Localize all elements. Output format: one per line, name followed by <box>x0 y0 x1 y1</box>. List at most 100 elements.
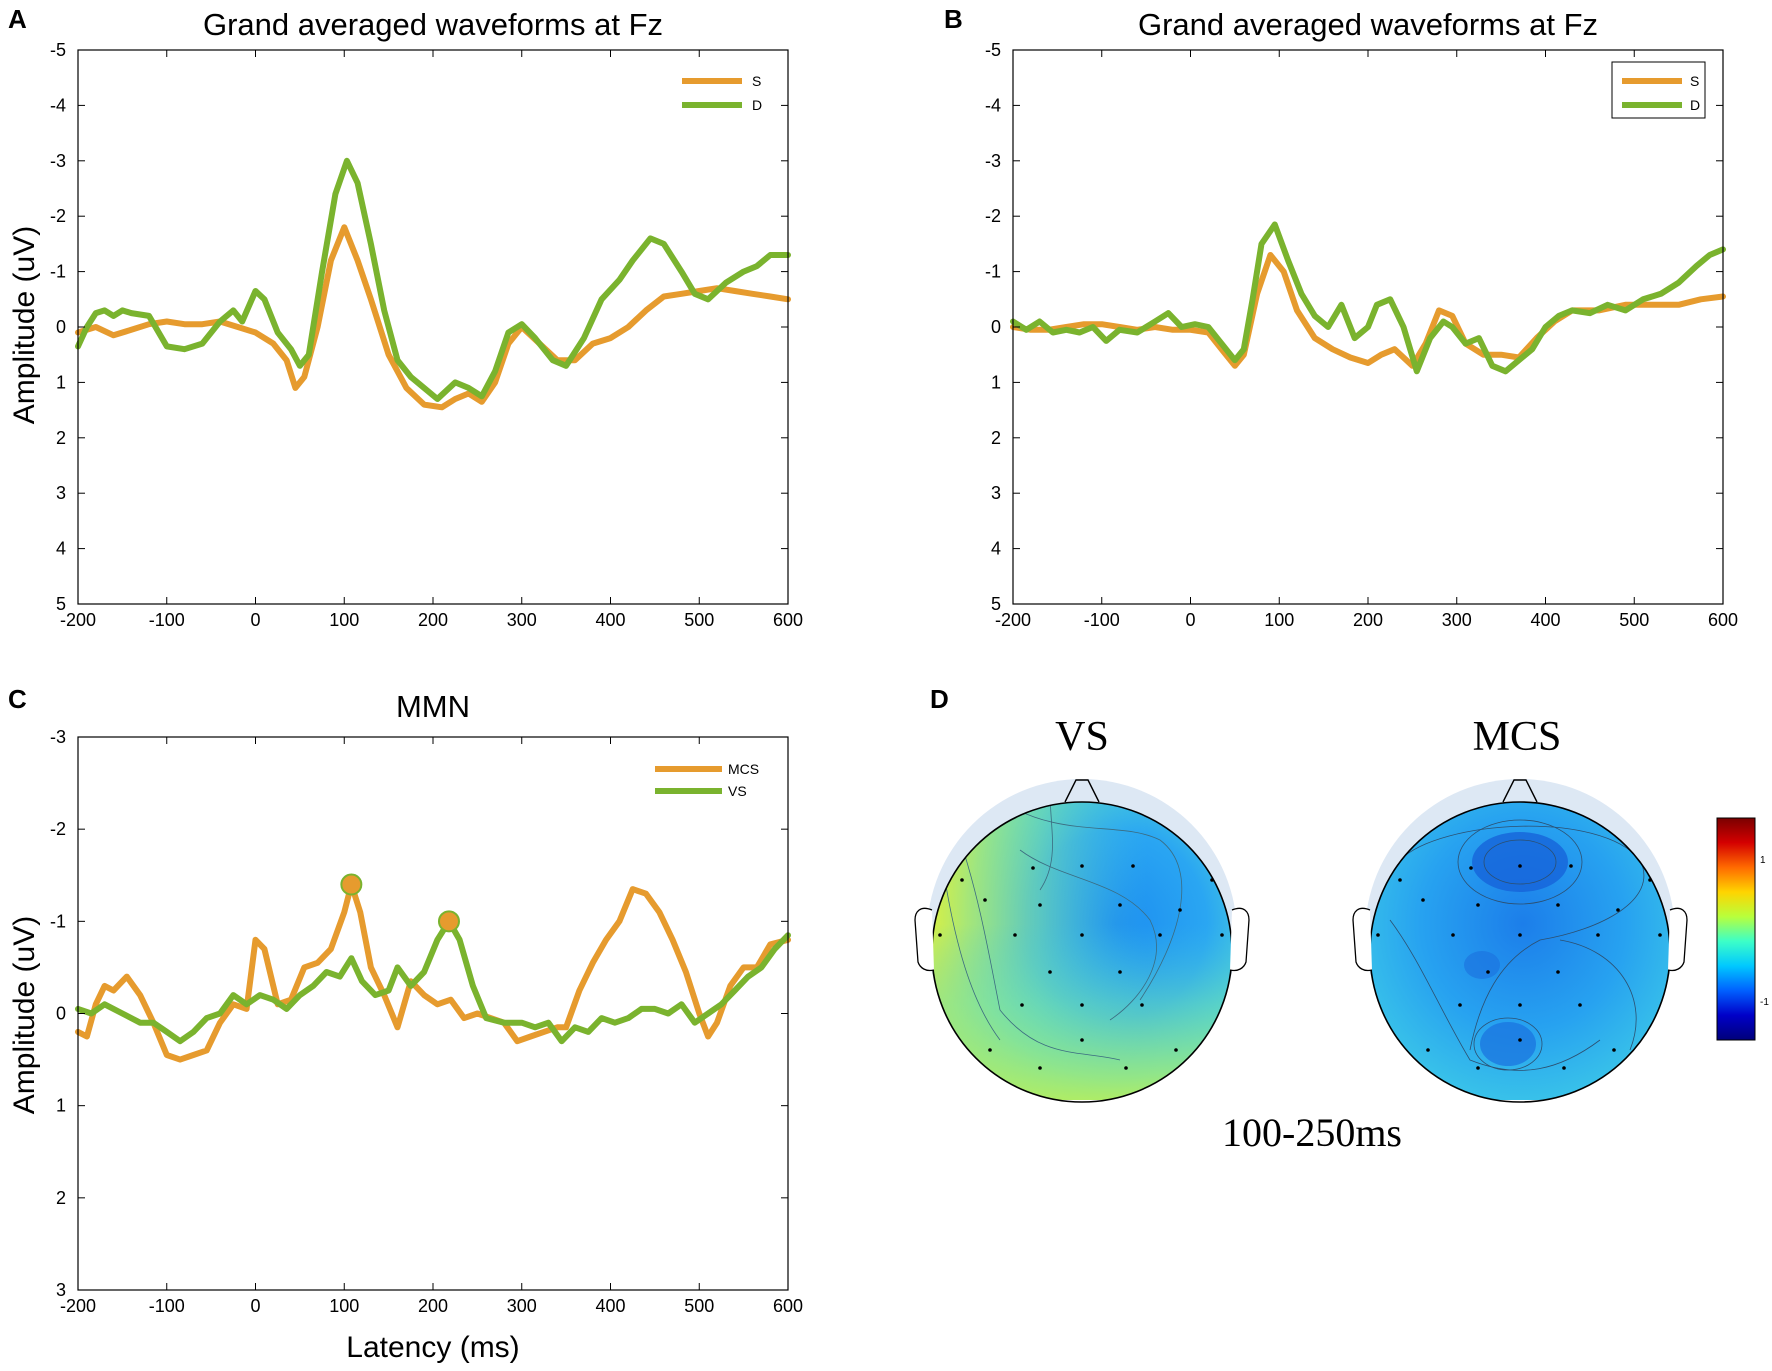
panel-letter-a: A <box>8 4 27 34</box>
electrode-dot <box>1518 933 1522 937</box>
electrode-dot <box>1020 1003 1024 1007</box>
electrode-dot <box>1118 903 1122 907</box>
panel-a: A Grand averaged waveforms at Fz Amplitu… <box>8 4 803 630</box>
electrode-dot <box>1080 1003 1084 1007</box>
panel-letter-c: C <box>8 684 27 714</box>
topomap-mcs-contour <box>1559 939 1637 1051</box>
panel-c-xtick-label: 300 <box>507 1296 537 1316</box>
topomap-mcs-minimum-temporal <box>1464 951 1500 979</box>
panel-c-ytick-label: 3 <box>56 1280 66 1300</box>
electrode-dot <box>1178 908 1182 912</box>
electrode-dot <box>1616 908 1620 912</box>
electrode-dot <box>938 933 942 937</box>
electrode-dot <box>1518 864 1522 868</box>
topomap-mcs-contour <box>1389 919 1601 1071</box>
electrode-dot <box>1038 1066 1042 1070</box>
electrode-dot <box>1458 1003 1462 1007</box>
panel-c-ytick-label: -1 <box>50 911 66 931</box>
electrode-dot <box>1376 933 1380 937</box>
panel-a-xtick-label: 200 <box>418 610 448 630</box>
electrode-dot <box>960 878 964 882</box>
electrode-dot <box>1486 970 1490 974</box>
electrode-dot <box>1556 903 1560 907</box>
electrode-dot <box>1174 1048 1178 1052</box>
panel-a-ytick-label: -3 <box>50 151 66 171</box>
panel-letter-b: B <box>944 4 963 34</box>
electrode-dot <box>1131 864 1135 868</box>
topomap-vs-contour <box>1019 849 1157 1021</box>
panel-b-title: Grand averaged waveforms at Fz <box>1138 7 1598 42</box>
panel-b-xtick-label: 100 <box>1264 610 1294 630</box>
electrode-dot <box>1140 1003 1144 1007</box>
panel-a-ytick-label: 0 <box>56 317 66 337</box>
topomap-vs-left-ear <box>914 907 935 972</box>
panel-a-legend-label-d: D <box>752 97 762 113</box>
panel-c-ytick-label: -3 <box>50 727 66 747</box>
topomap-mcs-contour <box>1473 1017 1543 1071</box>
panel-b-ytick-label: 3 <box>991 483 1001 503</box>
panel-c-xtick-label: 100 <box>329 1296 359 1316</box>
panel-b-ytick-label: -1 <box>985 262 1001 282</box>
panel-c-ylabel: Amplitude (uV) <box>8 916 41 1114</box>
panel-a-series-s-line <box>75 224 791 411</box>
panel-a-legend-label-s: S <box>752 73 761 89</box>
panel-c-plot: -200 -100 0 100 200 300 400 500 600 -3 -2 -1 0 1 2 3 MCS… <box>50 727 803 1316</box>
panel-b: B Grand averaged waveforms at Fz -200 -10… <box>944 4 1738 630</box>
panel-b-xtick-label: 500 <box>1619 610 1649 630</box>
panel-b-ytick-label: -2 <box>985 206 1001 226</box>
panel-a-xtick-label: 500 <box>684 610 714 630</box>
electrode-dot <box>1210 878 1214 882</box>
topomap-mcs-left-ear <box>1352 907 1373 972</box>
topomap-vs-nose <box>1064 779 1100 803</box>
topomap-mcs-contour <box>1399 825 1645 1051</box>
panel-b-ytick-label: 2 <box>991 428 1001 448</box>
panel-b-xtick-label: -100 <box>1084 610 1120 630</box>
topomap-vs <box>914 779 1250 1103</box>
panel-c-legend-label-vs: VS <box>728 783 747 799</box>
electrode-dot <box>1476 903 1480 907</box>
electrode-dot <box>1048 970 1052 974</box>
electrode-dot <box>1118 970 1122 974</box>
electrode-dot <box>1578 1003 1582 1007</box>
panel-d: D VS MCS <box>914 684 1769 1155</box>
panel-a-ytick-label: 4 <box>56 539 66 559</box>
electrode-dot <box>1569 864 1573 868</box>
panel-a-xtick-label: 400 <box>595 610 625 630</box>
panel-b-legend-label-d: D <box>1690 97 1700 113</box>
panel-a-plot: -200 -100 0 100 200 300 400 500 600 -5 -4 -3 -2 -1 0 1 2… <box>50 40 803 630</box>
panel-c: C MMN Amplitude (uV) Latency (ms) -200 -1… <box>8 684 803 1364</box>
panel-b-xtick-label: 600 <box>1708 610 1738 630</box>
electrode-dot <box>1469 866 1473 870</box>
electrode-dot <box>1562 1066 1566 1070</box>
electrode-dot <box>1518 1038 1522 1042</box>
panel-b-xtick-label: 400 <box>1530 610 1560 630</box>
panel-c-series-mcs-line <box>75 881 791 1063</box>
electrode-dot <box>1612 1048 1616 1052</box>
electrode-dot <box>1013 933 1017 937</box>
electrode-dot <box>1421 898 1425 902</box>
topomap-mcs <box>1352 779 1688 1103</box>
electrode-dot <box>1658 933 1662 937</box>
panel-a-xtick-label: 600 <box>773 610 803 630</box>
panel-b-xtick-label: 200 <box>1353 610 1383 630</box>
topomap-mcs-minimum-occipital <box>1480 1022 1536 1066</box>
panel-c-series-vs-line <box>75 918 791 1045</box>
panel-b-ytick-label: -3 <box>985 151 1001 171</box>
panel-c-legend-label-mcs: MCS <box>728 761 759 777</box>
electrode-dot <box>1080 864 1084 868</box>
electrode-dot <box>1556 970 1560 974</box>
panel-a-xtick-label: 300 <box>507 610 537 630</box>
panel-c-ytick-label: 2 <box>56 1188 66 1208</box>
panel-c-peak-marker-mcs <box>340 873 363 896</box>
panel-a-ytick-label: -2 <box>50 206 66 226</box>
panel-a-series-d-line <box>75 157 791 402</box>
panel-a-ylabel: Amplitude (uV) <box>8 226 41 424</box>
electrode-dot <box>1220 933 1224 937</box>
panel-a-xtick-label: 0 <box>250 610 260 630</box>
electrode-dot <box>1124 1066 1128 1070</box>
panel-c-ytick-label: 0 <box>56 1004 66 1024</box>
topomap-mcs-minimum-frontal <box>1472 832 1568 892</box>
panel-a-ytick-label: 1 <box>56 372 66 392</box>
panel-c-xtick-label: 600 <box>773 1296 803 1316</box>
panel-b-series-d-line <box>1010 221 1726 375</box>
